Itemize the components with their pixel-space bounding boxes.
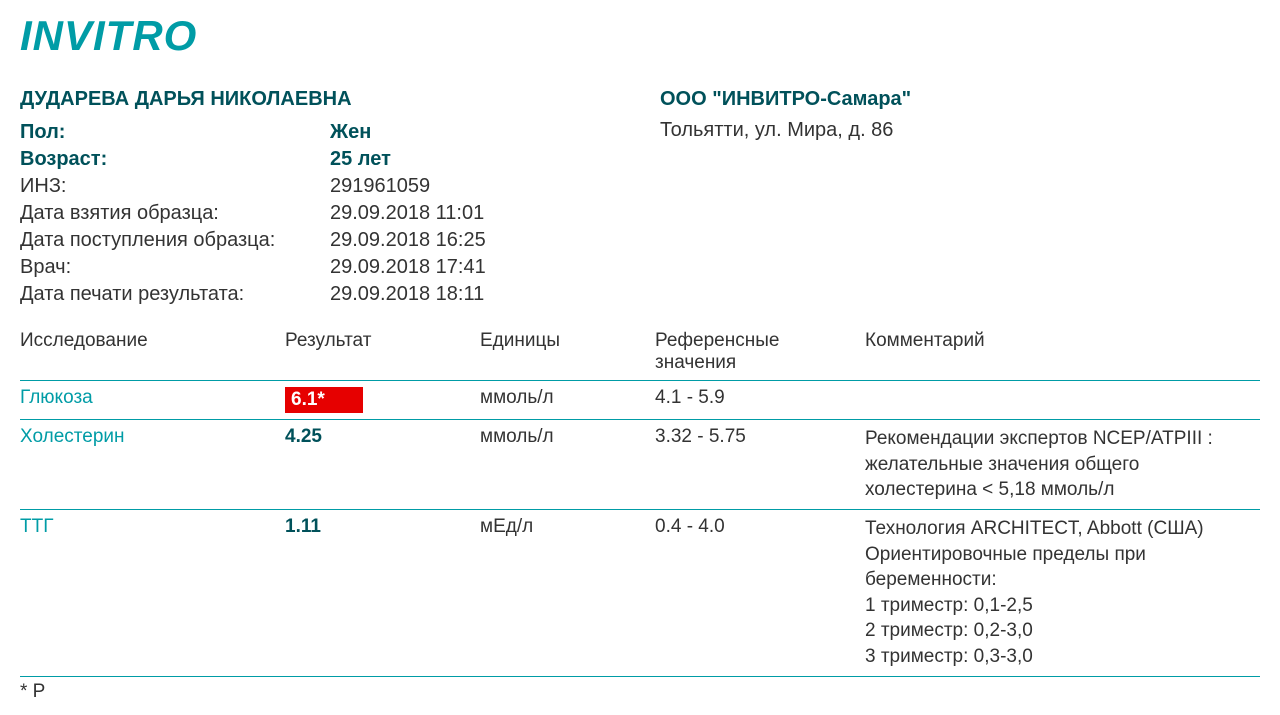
cell-units: ммоль/л [480, 420, 655, 510]
info-row-sample-received: Дата поступления образца: 29.09.2018 16:… [20, 227, 486, 254]
col-header-test: Исследование [20, 326, 285, 381]
results-table: Исследование Результат Единицы Референсн… [20, 326, 1260, 677]
col-header-ref: Референсные значения [655, 326, 865, 381]
patient-block: ДУДАРЕВА ДАРЬЯ НИКОЛАЕВНА Пол: Жен Возра… [20, 88, 660, 308]
info-label: Дата взятия образца: [20, 200, 330, 227]
cell-comment: Рекомендации экспертов NCEP/ATPIII : жел… [865, 420, 1260, 510]
info-row-printed: Дата печати результата: 29.09.2018 18:11 [20, 281, 486, 308]
info-value: 29.09.2018 17:41 [330, 254, 486, 281]
info-label: ИНЗ: [20, 173, 330, 200]
col-header-units: Единицы [480, 326, 655, 381]
info-value: 29.09.2018 11:01 [330, 200, 486, 227]
info-row-inz: ИНЗ: 291961059 [20, 173, 486, 200]
info-row-doctor: Врач: 29.09.2018 17:41 [20, 254, 486, 281]
brand-logo: INVITRO [20, 12, 1260, 60]
result-flag: 6.1* [285, 387, 363, 413]
info-value: Жен [330, 119, 486, 146]
cell-comment [865, 381, 1260, 420]
info-label: Врач: [20, 254, 330, 281]
cell-units: мЕд/л [480, 509, 655, 676]
info-label: Дата печати результата: [20, 281, 330, 308]
info-label: Пол: [20, 119, 330, 146]
col-header-comment: Комментарий [865, 326, 1260, 381]
results-header-row: Исследование Результат Единицы Референсн… [20, 326, 1260, 381]
patient-info-table: Пол: Жен Возраст: 25 лет ИНЗ: 291961059 … [20, 119, 486, 308]
info-value: 29.09.2018 16:25 [330, 227, 486, 254]
info-label: Дата поступления образца: [20, 227, 330, 254]
info-row-sample-taken: Дата взятия образца: 29.09.2018 11:01 [20, 200, 486, 227]
lab-name: ООО "ИНВИТРО-Самара" [660, 88, 1260, 111]
cell-result: 4.25 [285, 420, 480, 510]
info-value: 29.09.2018 18:11 [330, 281, 486, 308]
info-label: Возраст: [20, 146, 330, 173]
lab-block: ООО "ИНВИТРО-Самара" Тольятти, ул. Мира,… [660, 88, 1260, 142]
cell-result: 6.1* [285, 381, 480, 420]
cell-test-name: Холестерин [20, 420, 285, 510]
results-row: Глюкоза6.1* ммоль/л4.1 - 5.9 [20, 381, 1260, 420]
info-value: 291961059 [330, 173, 486, 200]
cell-test-name: ТТГ [20, 509, 285, 676]
info-value: 25 лет [330, 146, 486, 173]
cell-test-name: Глюкоза [20, 381, 285, 420]
cell-result: 1.11 [285, 509, 480, 676]
cell-ref: 0.4 - 4.0 [655, 509, 865, 676]
cell-comment: Технология ARCHITECT, Abbott (США) Ориен… [865, 509, 1260, 676]
footnote: * Р [20, 681, 1260, 703]
cell-ref: 3.32 - 5.75 [655, 420, 865, 510]
col-header-result: Результат [285, 326, 480, 381]
results-row: Холестерин4.25ммоль/л3.32 - 5.75Рекоменд… [20, 420, 1260, 510]
lab-address: Тольятти, ул. Мира, д. 86 [660, 119, 1260, 142]
cell-ref: 4.1 - 5.9 [655, 381, 865, 420]
patient-name: ДУДАРЕВА ДАРЬЯ НИКОЛАЕВНА [20, 88, 660, 111]
info-row-sex: Пол: Жен [20, 119, 486, 146]
cell-units: ммоль/л [480, 381, 655, 420]
results-row: ТТГ1.11мЕд/л0.4 - 4.0Технология ARCHITEC… [20, 509, 1260, 676]
header-row: ДУДАРЕВА ДАРЬЯ НИКОЛАЕВНА Пол: Жен Возра… [20, 88, 1260, 308]
info-row-age: Возраст: 25 лет [20, 146, 486, 173]
